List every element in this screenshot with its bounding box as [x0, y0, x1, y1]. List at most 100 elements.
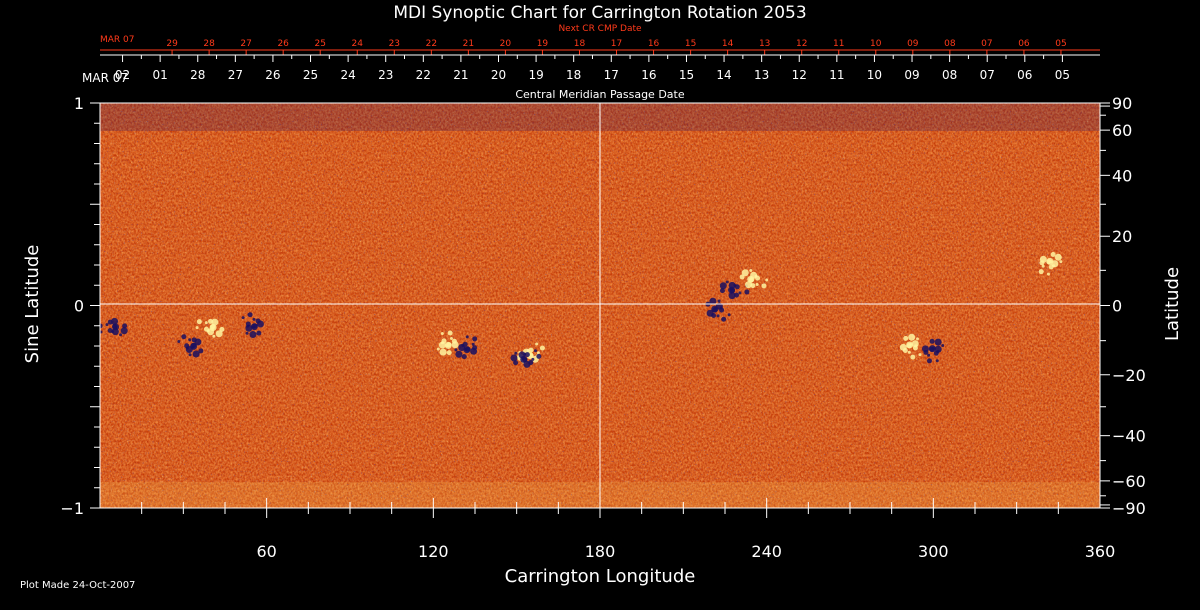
flux-patch: [524, 352, 530, 358]
active-region-positive: [195, 318, 225, 338]
flux-patch: [472, 345, 478, 351]
flux-patch: [748, 277, 754, 283]
y-axis-left-label: Sine Latitude: [22, 245, 43, 364]
y-right-tick-label: 90: [1112, 94, 1132, 113]
y-axis-right-label: Latitude: [1162, 267, 1183, 341]
next-cr-date-label: 23: [389, 39, 400, 49]
cmp-date-label: 07: [980, 68, 995, 82]
flux-patch: [207, 328, 215, 336]
cmp-date-label: 21: [453, 68, 468, 82]
next-cr-date-label: 29: [166, 39, 178, 49]
flux-patch: [256, 330, 262, 336]
flux-patch: [734, 292, 740, 298]
flux-patch: [446, 342, 452, 348]
flux-patch: [728, 292, 736, 300]
next-cr-date-label: 24: [352, 39, 364, 49]
y-axis-right: 90 60 40 20 0 −20 −40 −60 −90: [1100, 94, 1146, 518]
flux-patch: [908, 333, 916, 341]
flux-patch: [539, 345, 545, 351]
x-tick-label: 360: [1085, 542, 1116, 561]
flux-patch: [535, 342, 539, 346]
flux-patch: [728, 281, 736, 289]
flux-patch: [446, 350, 452, 356]
y-right-tick-label: −90: [1112, 499, 1146, 518]
flux-patch: [528, 347, 534, 353]
flux-patch: [927, 353, 931, 357]
flux-patch: [177, 340, 181, 344]
flux-patch: [719, 282, 727, 290]
next-cr-date-label: 19: [537, 39, 549, 49]
flux-patch: [1046, 259, 1052, 265]
cmp-month-label: MAR 07: [82, 71, 128, 85]
flux-patch: [185, 346, 193, 354]
active-region-negative: [241, 312, 264, 339]
flux-patch: [439, 348, 447, 356]
flux-patch: [741, 269, 749, 277]
flux-patch: [727, 313, 731, 317]
flux-patch: [712, 307, 718, 313]
flux-patch: [729, 288, 735, 294]
flux-patch: [1038, 269, 1044, 275]
active-region-positive: [1038, 252, 1063, 276]
flux-patch: [717, 299, 721, 303]
flux-patch: [510, 354, 518, 362]
flux-patch: [907, 350, 911, 354]
flux-patch: [934, 345, 942, 353]
active-region-positive: [739, 269, 769, 289]
y-right-tick-label: −40: [1112, 427, 1146, 446]
next-cr-date-label: 20: [500, 39, 512, 49]
flux-patch: [440, 331, 444, 335]
cmp-date-label: 17: [604, 68, 619, 82]
flux-patch: [935, 359, 939, 363]
flux-patch: [181, 334, 187, 340]
active-region-negative: [454, 335, 478, 360]
next-cr-date-label: 12: [796, 39, 807, 49]
next-cr-date-label: 06: [1018, 39, 1030, 49]
next-cr-date-label: 10: [870, 39, 882, 49]
flux-patch: [461, 354, 467, 360]
flux-patch: [192, 350, 200, 358]
flux-patch: [1041, 264, 1045, 268]
active-region-negative: [177, 334, 204, 358]
flux-patch: [211, 318, 219, 326]
flux-patch: [449, 337, 453, 341]
cmp-date-label: 10: [867, 68, 882, 82]
next-cr-date-label: 15: [685, 39, 696, 49]
y-right-tick-label: 20: [1112, 227, 1132, 246]
chart-title: MDI Synoptic Chart for Carrington Rotati…: [393, 3, 806, 23]
next-cr-date-label: 26: [277, 39, 289, 49]
flux-patch: [906, 343, 912, 349]
active-region-negative: [510, 349, 542, 368]
flux-patch: [528, 353, 534, 359]
flux-patch: [513, 360, 519, 366]
flux-patch: [514, 351, 518, 355]
x-tick-label: 120: [418, 542, 449, 561]
next-cr-date-label: 22: [426, 39, 437, 49]
cmp-date-label: 06: [1017, 68, 1032, 82]
next-cr-date-label: 08: [944, 39, 956, 49]
flux-patch: [245, 324, 253, 332]
flux-patch: [738, 291, 742, 295]
flux-patch: [744, 289, 750, 295]
next-cr-date-label: 14: [722, 39, 734, 49]
y-right-tick-label: 60: [1112, 121, 1132, 140]
y-right-tick-label: −60: [1112, 472, 1146, 491]
flux-patch: [122, 323, 128, 329]
flux-patch: [1054, 253, 1062, 261]
flux-patch: [438, 341, 446, 349]
flux-patch: [721, 316, 727, 322]
flux-patch: [765, 278, 769, 282]
next-cr-date-label: 07: [981, 39, 992, 49]
next-cr-date-label: 09: [907, 39, 919, 49]
cmp-date-label: 02: [115, 68, 130, 82]
flux-patch: [195, 326, 199, 330]
cmp-date-label: 09: [904, 68, 919, 82]
flux-patch: [531, 357, 535, 361]
flux-patch: [100, 323, 103, 329]
magnetogram-field: [100, 103, 1100, 508]
next-cr-axis: 29 28 27 26 25 24 23 22 21 20 19 18 17 16 15 14 13 12 11 10…: [100, 39, 1100, 55]
cmp-date-label: 08: [942, 68, 957, 82]
flux-patch: [112, 323, 118, 329]
y-right-tick-label: 0: [1112, 297, 1122, 316]
